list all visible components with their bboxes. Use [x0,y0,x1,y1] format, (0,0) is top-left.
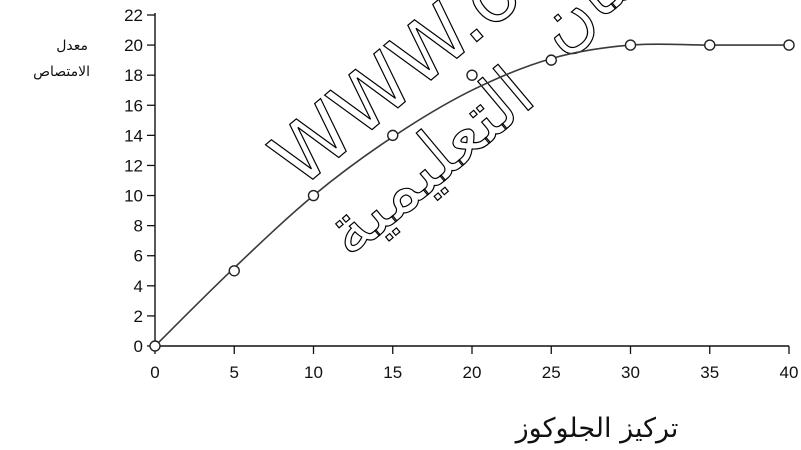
y-tick-label: 14 [124,126,143,145]
data-point [228,265,240,277]
y-axis-title-line-1: معدل [56,38,88,54]
x-tick-label: 40 [780,363,799,382]
data-point [149,340,161,352]
data-point [466,69,478,81]
y-tick-label: 22 [124,6,143,25]
y-tick-label: 12 [124,156,143,175]
watermark: WWW.o عمان التعليمية [254,0,690,274]
y-tick-label: 2 [134,307,143,326]
data-point [704,39,716,51]
y-tick-label: 8 [134,217,143,236]
x-tick-label: 10 [304,363,323,382]
x-tick-label: 35 [700,363,719,382]
data-point [783,39,795,51]
watermark-line-2: عمان [518,0,689,68]
y-tick-label: 10 [124,187,143,206]
data-point [545,54,557,66]
data-point [307,189,320,202]
y-tick-label: 0 [134,337,143,356]
data-point [387,129,399,142]
x-tick-label: 20 [463,363,482,382]
x-tick-label: 0 [150,363,159,382]
x-axis-title: تركيز الجلوكوز [514,413,679,444]
y-axis-title-line-2: الامتصاص [33,64,90,80]
series-area [149,39,795,352]
x-tick-label: 15 [383,363,402,382]
y-tick-label: 4 [134,277,143,296]
y-tick-label: 20 [124,36,143,55]
data-point [624,39,637,51]
x-tick-label: 5 [230,363,239,382]
axes: 0 2 4 6 8 10 12 14 16 18 20 22 0 5 10 15 20 25 30 35 40 [124,6,798,382]
y-tick-label: 18 [124,66,143,85]
y-tick-label: 6 [134,247,143,266]
series-line [154,43,789,347]
x-tick-label: 25 [542,363,561,382]
x-tick-label: 30 [621,363,640,382]
y-tick-label: 16 [124,96,143,115]
